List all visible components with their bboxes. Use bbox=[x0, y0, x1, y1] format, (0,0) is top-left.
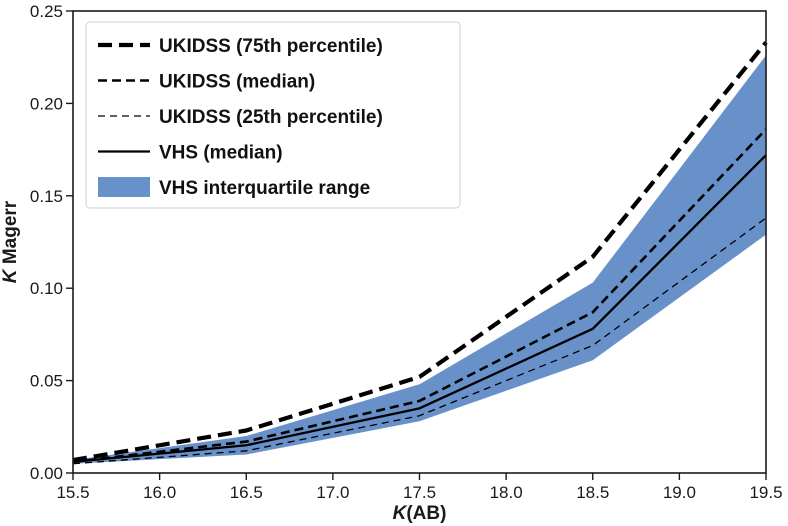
x-tick-label: 16.0 bbox=[143, 483, 176, 502]
legend-swatch bbox=[98, 177, 150, 197]
x-tick-label: 17.5 bbox=[403, 483, 436, 502]
y-tick-label: 0.00 bbox=[30, 464, 63, 483]
vhs-interquartile-band bbox=[73, 55, 766, 464]
x-tick-label: 18.5 bbox=[576, 483, 609, 502]
x-tick-label: 18.0 bbox=[490, 483, 523, 502]
series-line-2 bbox=[72, 217, 767, 465]
y-tick-label: 0.10 bbox=[30, 279, 63, 298]
y-axis-label-italic: K bbox=[0, 268, 21, 283]
x-tick-label: 17.0 bbox=[316, 483, 349, 502]
y-tick-label: 0.25 bbox=[30, 2, 63, 21]
lines-layer bbox=[72, 41, 768, 465]
x-tick-label: 16.5 bbox=[230, 483, 263, 502]
x-tick-label: 15.5 bbox=[56, 483, 89, 502]
y-axis-label: K Magerr bbox=[0, 200, 21, 283]
x-tick-label: 19.5 bbox=[749, 483, 782, 502]
y-axis-label-rest: Magerr bbox=[0, 200, 21, 269]
band-layer bbox=[73, 55, 766, 464]
x-tick-label: 19.0 bbox=[663, 483, 696, 502]
x-axis-label-italic: K bbox=[393, 503, 408, 524]
legend: UKIDSS (75th percentile) UKIDSS (median) U… bbox=[85, 21, 461, 209]
x-axis-label: K(AB) bbox=[393, 503, 447, 524]
x-axis-label-rest: (AB) bbox=[406, 503, 446, 524]
y-tick-label: 0.20 bbox=[30, 94, 63, 113]
legend-frame bbox=[85, 21, 461, 209]
legend-label: VHS (median) bbox=[159, 143, 283, 164]
series-line-0 bbox=[72, 41, 768, 463]
y-tick-label: 0.15 bbox=[30, 187, 63, 206]
legend-entries: UKIDSS (75th percentile) UKIDSS (median) U… bbox=[98, 36, 383, 199]
series-line-3 bbox=[72, 154, 767, 464]
ticks-layer: 15.5 16.0 16.5 17.0 17.5 18.0 18.5 19.0 19.5 0.00… bbox=[30, 2, 783, 502]
legend-label: UKIDSS (median) bbox=[159, 72, 315, 93]
legend-label: UKIDSS (75th percentile) bbox=[159, 36, 383, 57]
series-line-1 bbox=[72, 128, 767, 464]
y-tick-label: 0.05 bbox=[30, 372, 63, 391]
legend-label: UKIDSS (25th percentile) bbox=[159, 107, 383, 128]
legend-label: VHS interquartile range bbox=[159, 178, 370, 199]
